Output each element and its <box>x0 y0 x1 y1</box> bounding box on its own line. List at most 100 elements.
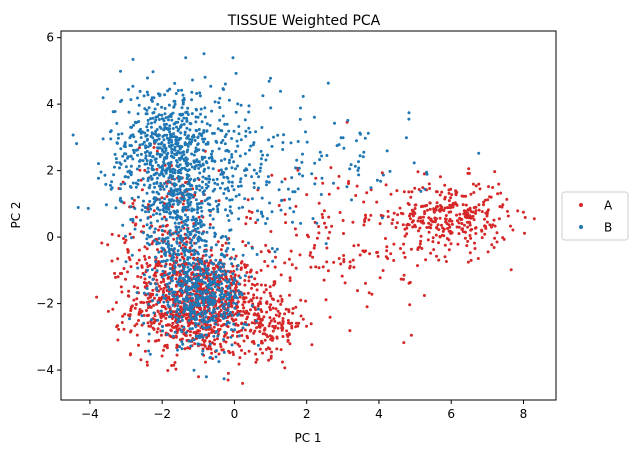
scatter-point <box>203 264 207 268</box>
scatter-point <box>255 358 259 361</box>
scatter-point <box>163 237 167 241</box>
scatter-point <box>171 143 175 147</box>
scatter-point <box>161 117 165 121</box>
scatter-point <box>408 303 412 307</box>
scatter-point <box>175 159 178 162</box>
scatter-point <box>146 166 150 170</box>
scatter-point <box>178 216 182 220</box>
scatter-point <box>144 134 148 138</box>
scatter-point <box>211 226 215 230</box>
scatter-point <box>123 141 127 145</box>
scatter-point <box>362 200 366 204</box>
scatter-point <box>223 273 227 277</box>
scatter-point <box>267 180 271 184</box>
scatter-point <box>113 110 117 113</box>
scatter-point <box>324 225 328 229</box>
scatter-point <box>170 151 174 155</box>
scatter-point <box>359 132 362 136</box>
y-tick-label: 6 <box>46 31 54 45</box>
scatter-point <box>294 321 298 325</box>
scatter-point <box>159 187 162 191</box>
scatter-point <box>339 136 343 140</box>
scatter-point <box>430 219 434 223</box>
scatter-point <box>410 190 414 194</box>
scatter-point <box>176 169 180 173</box>
scatter-point <box>455 225 459 229</box>
scatter-point <box>211 178 215 182</box>
scatter-point <box>424 258 428 262</box>
scatter-point <box>245 215 249 219</box>
scatter-point <box>122 144 126 148</box>
scatter-point <box>219 261 223 265</box>
scatter-point <box>128 232 132 236</box>
scatter-point <box>191 305 195 309</box>
scatter-point <box>326 236 330 240</box>
scatter-point <box>129 154 133 158</box>
scatter-point <box>376 254 380 258</box>
scatter-point <box>320 154 324 158</box>
scatter-point <box>247 279 251 283</box>
scatter-point <box>163 252 167 256</box>
scatter-point <box>211 318 215 322</box>
scatter-point <box>422 294 426 297</box>
scatter-point <box>288 206 292 210</box>
scatter-point <box>200 214 204 218</box>
scatter-point <box>184 288 188 291</box>
scatter-point <box>146 265 150 268</box>
scatter-point <box>157 118 161 121</box>
scatter-point <box>207 286 211 289</box>
scatter-point <box>248 217 252 220</box>
scatter-point <box>195 284 199 288</box>
scatter-point <box>195 218 199 222</box>
scatter-point <box>193 318 197 322</box>
scatter-point <box>357 160 360 164</box>
scatter-point <box>165 122 168 126</box>
scatter-point <box>464 203 468 207</box>
scatter-point <box>474 211 478 215</box>
scatter-point <box>425 226 429 229</box>
scatter-point <box>462 223 466 227</box>
scatter-point <box>222 88 225 91</box>
scatter-point <box>181 93 185 97</box>
scatter-point <box>186 235 190 239</box>
scatter-point <box>185 116 189 120</box>
scatter-point <box>214 322 218 326</box>
scatter-point <box>449 242 453 246</box>
scatter-point <box>196 297 200 301</box>
scatter-point <box>166 162 170 166</box>
scatter-point <box>311 217 315 221</box>
scatter-point <box>237 184 240 188</box>
scatter-point <box>443 255 447 259</box>
scatter-point <box>186 182 190 186</box>
scatter-point <box>208 226 212 230</box>
scatter-point <box>217 203 221 206</box>
scatter-point <box>185 279 189 283</box>
scatter-point <box>177 308 181 312</box>
scatter-point <box>339 262 343 266</box>
scatter-point <box>438 193 442 197</box>
scatter-point <box>189 344 193 348</box>
scatter-point <box>222 307 226 311</box>
scatter-point <box>291 190 295 194</box>
scatter-point <box>232 188 236 192</box>
scatter-point <box>175 272 179 276</box>
scatter-point <box>410 208 414 212</box>
scatter-point <box>163 305 167 309</box>
scatter-point <box>250 304 254 308</box>
scatter-point <box>237 292 241 296</box>
scatter-point <box>273 250 277 254</box>
scatter-point <box>259 308 263 312</box>
scatter-point <box>165 133 169 137</box>
scatter-point <box>195 158 199 162</box>
scatter-point <box>288 276 292 280</box>
scatter-point <box>226 246 230 250</box>
scatter-point <box>171 111 175 115</box>
scatter-point <box>165 195 169 198</box>
scatter-point <box>290 176 294 180</box>
scatter-point <box>245 271 249 274</box>
scatter-point <box>416 246 420 250</box>
scatter-point <box>141 142 145 146</box>
scatter-point <box>465 214 469 218</box>
scatter-point <box>181 247 185 251</box>
scatter-point <box>243 328 247 332</box>
